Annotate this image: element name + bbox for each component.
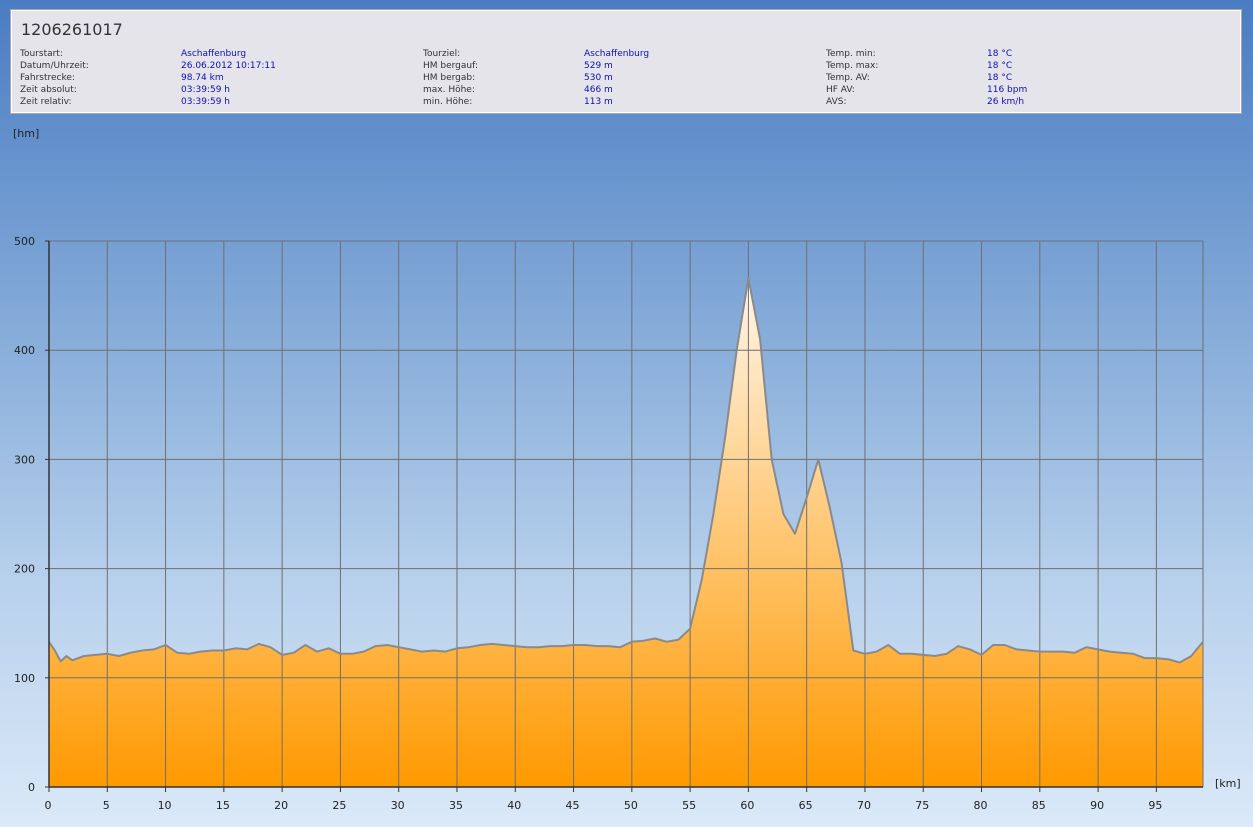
info-label: Datum/Uhrzeit: xyxy=(20,61,89,71)
x-tick-label: 85 xyxy=(1032,799,1046,812)
x-tick-label: 35 xyxy=(449,799,463,812)
x-tick-label: 50 xyxy=(624,799,638,812)
info-value: 529 m xyxy=(584,61,613,71)
info-label: max. Höhe: xyxy=(423,85,475,95)
info-value: 03:39:59 h xyxy=(181,85,230,95)
x-tick-label: 95 xyxy=(1148,799,1162,812)
x-tick-label: 65 xyxy=(799,799,813,812)
info-label: HF AV: xyxy=(826,85,855,95)
y-tick-label: 500 xyxy=(14,235,35,248)
y-tick-label: 0 xyxy=(28,781,35,794)
info-label: Fahrstrecke: xyxy=(20,73,75,83)
info-label: Zeit relativ: xyxy=(20,97,72,107)
x-tick-label: 20 xyxy=(274,799,288,812)
x-axis-label: [km] xyxy=(1215,777,1241,790)
x-tick-label: 75 xyxy=(915,799,929,812)
info-value: 116 bpm xyxy=(987,85,1028,95)
info-value: Aschaffenburg xyxy=(584,49,650,59)
x-tick-label: 0 xyxy=(45,799,52,812)
info-label: Zeit absolut: xyxy=(20,85,77,95)
info-value: 113 m xyxy=(584,97,613,107)
tour-title: 1206261017 xyxy=(21,20,123,39)
info-value: 18 °C xyxy=(987,49,1013,59)
info-panel: 1206261017 Tourstart: Aschaffenburg Datum/… xyxy=(10,9,1242,114)
info-label: min. Höhe: xyxy=(423,97,473,107)
info-value: 466 m xyxy=(584,85,613,95)
x-tick-label: 45 xyxy=(566,799,580,812)
x-tick-label: 55 xyxy=(682,799,696,812)
area-fill xyxy=(49,278,1203,787)
info-label: Tourziel: xyxy=(423,49,461,59)
info-label: Temp. min: xyxy=(826,49,876,59)
info-label: Temp. AV: xyxy=(826,73,870,83)
y-tick-label: 300 xyxy=(14,453,35,466)
x-tick-label: 5 xyxy=(103,799,110,812)
info-label: AVS: xyxy=(826,97,847,107)
x-tick-label: 15 xyxy=(216,799,230,812)
x-tick-label: 10 xyxy=(158,799,172,812)
info-label: HM bergauf: xyxy=(423,61,478,71)
info-value: 98.74 km xyxy=(181,73,224,83)
x-tick-label: 30 xyxy=(391,799,405,812)
y-tick-label: 200 xyxy=(14,563,35,576)
info-label: Temp. max: xyxy=(826,61,879,71)
x-tick-label: 70 xyxy=(857,799,871,812)
info-value: 26.06.2012 10:17:11 xyxy=(181,61,276,71)
y-axis-label: [hm] xyxy=(13,127,39,140)
x-tick-label: 25 xyxy=(332,799,346,812)
y-tick-label: 400 xyxy=(14,344,35,357)
info-label: Tourstart: xyxy=(20,49,63,59)
elevation-line xyxy=(48,277,1204,664)
info-label: HM bergab: xyxy=(423,73,476,83)
info-value: 03:39:59 h xyxy=(181,97,230,107)
info-value: 18 °C xyxy=(987,73,1013,83)
info-value: 18 °C xyxy=(987,61,1013,71)
x-tick-label: 60 xyxy=(740,799,754,812)
x-tick-label: 90 xyxy=(1090,799,1104,812)
info-value: 530 m xyxy=(584,73,613,83)
info-value: 26 km/h xyxy=(987,97,1025,107)
x-tick-label: 80 xyxy=(974,799,988,812)
y-tick-label: 100 xyxy=(14,672,35,685)
x-tick-label: 40 xyxy=(507,799,521,812)
info-value: Aschaffenburg xyxy=(181,49,247,59)
